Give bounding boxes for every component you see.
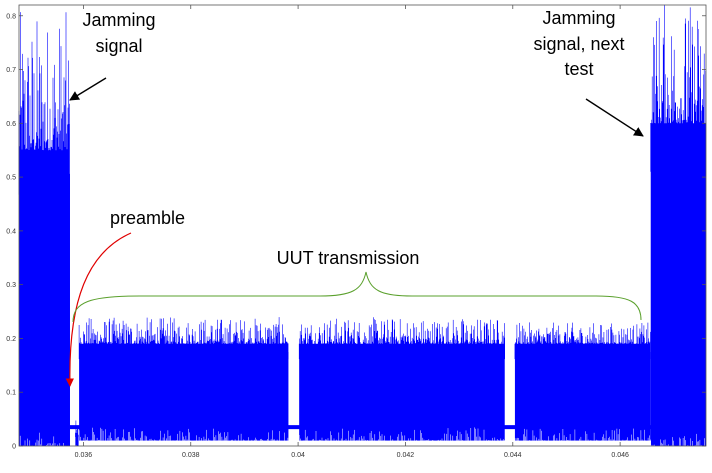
signal-segment-jamming-next [650, 4, 707, 447]
signal-spikes-preamble [75, 420, 79, 437]
signal-segment-uut-1 [78, 317, 289, 442]
signal-core-preamble [75, 436, 79, 446]
y-tick-label: 0.6 [6, 121, 16, 128]
y-tick-label: 0.1 [6, 390, 16, 397]
annotation-jamming-line-1: Jamming [82, 10, 155, 30]
signal-spikes-uut-3 [514, 322, 651, 360]
signal-floor-notches-uut-1 [78, 427, 289, 442]
annotation-uut-line-1: UUT transmission [277, 248, 420, 268]
y-tick-label: 0.5 [6, 175, 16, 182]
y-tick-label: 0.4 [6, 228, 16, 235]
annotation-preamble-line-1: preamble [110, 208, 185, 228]
annotation-preamble-arrow [65, 232, 132, 387]
y-tick-label: 0.3 [6, 282, 16, 289]
signal-core-uut-2 [299, 351, 505, 441]
signal-floor-notches-uut-2 [298, 427, 505, 442]
x-tick-label: 0.042 [397, 452, 415, 459]
annotation-jamming-arrow [69, 77, 107, 101]
signal-spikes-jamming-next [650, 4, 706, 172]
signal-core-jamming [19, 173, 70, 446]
x-tick-label: 0.044 [504, 452, 522, 459]
x-tick-label: 0.046 [611, 452, 629, 459]
annotation-jamming-next-line-2: signal, next [533, 34, 624, 54]
signal-spikes-jamming [18, 12, 70, 195]
annotations: Jamming signal Jamming signal, next test prea… [65, 8, 644, 387]
x-tick-label: 0.038 [182, 452, 200, 459]
signal-segment-jamming [18, 12, 70, 447]
signal-spikes-uut-1 [78, 317, 289, 360]
annotation-uut-brace [72, 271, 642, 323]
axes-frame [18, 4, 707, 447]
plot-area [18, 4, 707, 447]
x-tick-label: 0.04 [291, 452, 305, 459]
signal-spikes-uut-2 [298, 317, 505, 360]
annotation-jamming-next-line-1: Jamming [542, 8, 615, 28]
axes: 0.036 0.038 0.04 0.042 0.044 0.046 0 0.1 0.2 0.3 0… [6, 4, 707, 459]
signal-core-uut-3 [514, 351, 651, 441]
signal-floor-notches-uut-3 [514, 428, 651, 442]
y-tick-label: 0.8 [6, 13, 16, 20]
y-tick-label: 0 [12, 444, 16, 451]
signal-segment-uut-2 [298, 317, 505, 442]
signal-core-jamming-next [650, 149, 706, 446]
y-tick-label: 0.7 [6, 67, 16, 74]
signal-segment-uut-3 [514, 322, 651, 442]
x-tick-label: 0.036 [75, 452, 93, 459]
signal-segment-preamble [75, 420, 79, 447]
annotation-jamming-next-line-3: test [564, 59, 593, 79]
annotation-jamming-line-2: signal [95, 36, 142, 56]
signal-core-uut-1 [79, 351, 289, 441]
y-tick-label: 0.2 [6, 336, 16, 343]
annotation-jamming-next-arrow [585, 98, 644, 137]
